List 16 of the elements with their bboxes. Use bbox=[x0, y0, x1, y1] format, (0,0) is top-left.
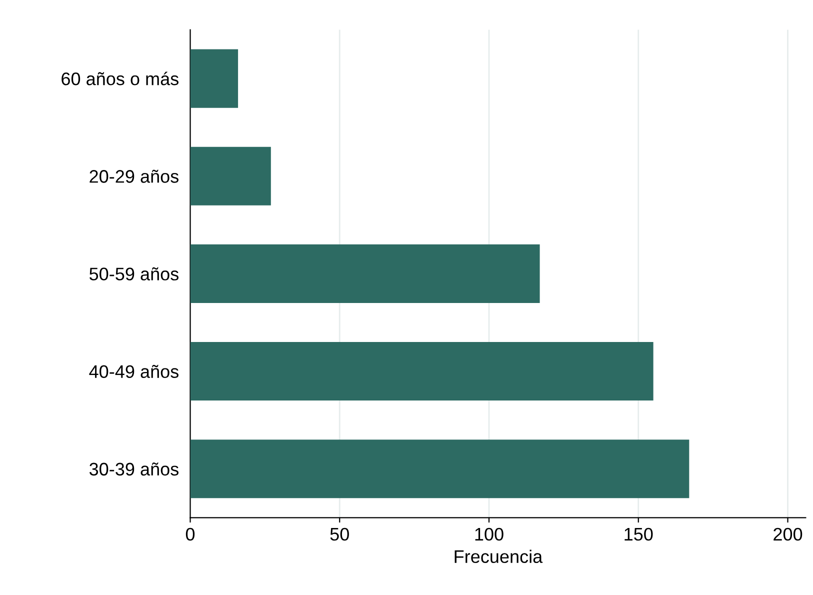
x-tick-label: 0 bbox=[186, 528, 195, 541]
x-tick-label: 150 bbox=[624, 528, 653, 541]
bar bbox=[190, 49, 238, 108]
y-tick-label: 50-59 años bbox=[90, 267, 178, 280]
y-tick-label: 20-29 años bbox=[90, 170, 178, 183]
x-axis-title: Frecuencia bbox=[454, 550, 543, 564]
x-tick-label: 50 bbox=[330, 528, 349, 541]
x-tick-label: 200 bbox=[774, 528, 802, 541]
y-tick-label: 60 años o más bbox=[62, 72, 178, 86]
y-tick-label: 40-49 años bbox=[89, 364, 178, 378]
bar bbox=[190, 146, 271, 206]
x-tick-label: 100 bbox=[475, 528, 504, 541]
bar bbox=[190, 440, 690, 498]
bar bbox=[190, 244, 540, 303]
y-tick-label: 30-39 años bbox=[89, 462, 178, 476]
bar bbox=[190, 342, 654, 401]
